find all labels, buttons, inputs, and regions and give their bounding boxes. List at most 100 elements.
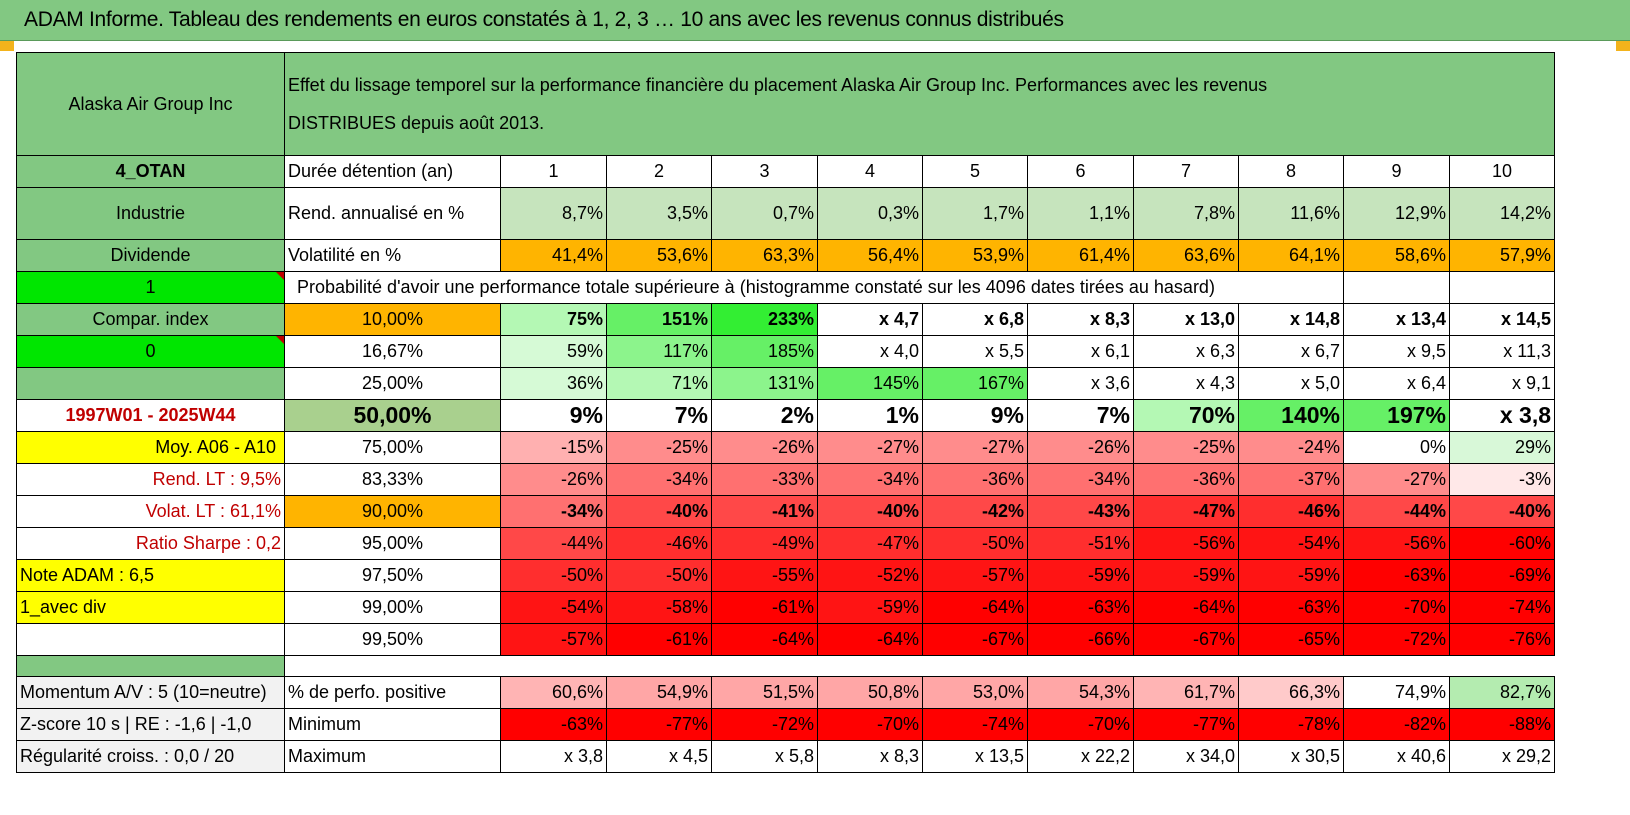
quantile-label: 99,50%: [284, 623, 501, 656]
quantile-value-cell: x 14,8: [1238, 303, 1344, 336]
quantile-value-cell: 59%: [500, 335, 607, 368]
volatility-cell: 53,6%: [606, 239, 712, 272]
quantile-value-cell: -27%: [817, 431, 923, 464]
year-header: 9: [1343, 155, 1450, 188]
quantile-value-cell: 71%: [606, 367, 712, 400]
quantile-value-cell: -40%: [606, 495, 712, 528]
minimum-cell: -70%: [1027, 708, 1134, 741]
annual-return-cell: 11,6%: [1238, 187, 1344, 240]
quantile-value-cell: -54%: [1238, 527, 1344, 560]
quantile-value-cell: -64%: [1133, 591, 1239, 624]
quantile-value-cell: x 3,6: [1027, 367, 1134, 400]
quantile-value-cell: x 4,7: [817, 303, 923, 336]
quantile-label: 10,00%: [284, 303, 501, 336]
quantile-value-cell: -47%: [1133, 495, 1239, 528]
quantile-value-cell: -27%: [1343, 463, 1450, 496]
quantile-label: 75,00%: [284, 431, 501, 464]
quantile-value-cell: x 6,1: [1027, 335, 1134, 368]
year-header: 1: [500, 155, 607, 188]
quantile-value-cell: 233%: [711, 303, 818, 336]
quantile-label: 95,00%: [284, 527, 501, 560]
minimum-cell: -77%: [606, 708, 712, 741]
corner-marker-left: [0, 41, 14, 51]
quantile-value-cell: -61%: [606, 623, 712, 656]
description-line-2: DISTRIBUES depuis août 2013.: [288, 113, 545, 133]
quantile-value-cell: -25%: [606, 431, 712, 464]
quantile-value-cell: -59%: [1133, 559, 1239, 592]
quantile-value-cell: -46%: [1238, 495, 1344, 528]
quantile-value-cell: -65%: [1238, 623, 1344, 656]
volatility-cell: 57,9%: [1449, 239, 1555, 272]
quantile-value-cell: 1%: [817, 399, 923, 432]
maximum-cell: x 29,2: [1449, 740, 1555, 773]
quantile-value-cell: x 4,3: [1133, 367, 1239, 400]
flag-cell-2: 0: [16, 335, 285, 368]
minimum-cell: -70%: [817, 708, 923, 741]
quantile-value-cell: -43%: [1027, 495, 1134, 528]
positive-percent-cell: 82,7%: [1449, 676, 1555, 709]
annual-return-cell: 8,7%: [500, 187, 607, 240]
quantile-value-cell: 131%: [711, 367, 818, 400]
empty-green-cell: [16, 367, 285, 400]
minimum-cell: -77%: [1133, 708, 1239, 741]
quantile-value-cell: -61%: [711, 591, 818, 624]
quantile-value-cell: -63%: [1343, 559, 1450, 592]
quantile-value-cell: 2%: [711, 399, 818, 432]
spacer-cell: [285, 656, 1555, 677]
quantile-value-cell: x 13,4: [1343, 303, 1450, 336]
probability-label: Probabilité d'avoir une performance tota…: [284, 271, 1344, 304]
volatility-cell: 41,4%: [500, 239, 607, 272]
returns-table: Alaska Air Group Inc Effet du lissage te…: [16, 52, 1555, 773]
annual-return-cell: 14,2%: [1449, 187, 1555, 240]
maximum-cell: x 22,2: [1027, 740, 1134, 773]
quantile-value-cell: x 6,8: [922, 303, 1028, 336]
quantile-value-cell: -25%: [1133, 431, 1239, 464]
quantile-value-cell: -41%: [711, 495, 818, 528]
quantile-value-cell: 75%: [500, 303, 607, 336]
quantile-value-cell: -33%: [711, 463, 818, 496]
quantile-value-cell: 70%: [1133, 399, 1239, 432]
quantile-value-cell: -50%: [500, 559, 607, 592]
quantile-value-cell: -57%: [922, 559, 1028, 592]
volatility-cell: 63,6%: [1133, 239, 1239, 272]
quantile-value-cell: 145%: [817, 367, 923, 400]
quantile-value-cell: x 3,8: [1449, 399, 1555, 432]
quantile-value-cell: -58%: [606, 591, 712, 624]
sharpe-ratio-label: Ratio Sharpe : 0,2: [16, 527, 285, 560]
quantile-label: 50,00%: [284, 399, 501, 432]
quantile-label: 99,00%: [284, 591, 501, 624]
long-term-volatility-label: Volat. LT : 61,1%: [16, 495, 285, 528]
regularity-label: Régularité croiss. : 0,0 / 20: [16, 740, 285, 773]
sector-label: Industrie: [16, 187, 285, 240]
quantile-value-cell: -34%: [1027, 463, 1134, 496]
quantile-value-cell: -36%: [1133, 463, 1239, 496]
quantile-value-cell: 167%: [922, 367, 1028, 400]
quantile-value-cell: -51%: [1027, 527, 1134, 560]
positive-percent-cell: 51,5%: [711, 676, 818, 709]
annual-return-cell: 3,5%: [606, 187, 712, 240]
year-header: 7: [1133, 155, 1239, 188]
positive-percent-cell: 54,3%: [1027, 676, 1134, 709]
quantile-value-cell: -59%: [1238, 559, 1344, 592]
quantile-label: 83,33%: [284, 463, 501, 496]
quantile-value-cell: -59%: [1027, 559, 1134, 592]
description-cell: Effet du lissage temporel sur la perform…: [284, 52, 1555, 156]
quantile-value-cell: x 9,5: [1343, 335, 1450, 368]
positive-percent-cell: 50,8%: [817, 676, 923, 709]
quantile-value-cell: -42%: [922, 495, 1028, 528]
quantile-value-cell: -55%: [711, 559, 818, 592]
minimum-cell: -63%: [500, 708, 607, 741]
spacer-green-cell: [16, 655, 285, 677]
quantile-value-cell: 29%: [1449, 431, 1555, 464]
corner-marker-right: [1616, 41, 1630, 51]
quantile-value-cell: -57%: [500, 623, 607, 656]
year-header: 2: [606, 155, 712, 188]
minimum-cell: -78%: [1238, 708, 1344, 741]
quantile-value-cell: -76%: [1449, 623, 1555, 656]
quantile-value-cell: 9%: [500, 399, 607, 432]
volatility-label: Volatilité en %: [284, 239, 501, 272]
quantile-value-cell: -37%: [1238, 463, 1344, 496]
quantile-value-cell: x 14,5: [1449, 303, 1555, 336]
compar-index-label: Compar. index: [16, 303, 285, 336]
quantile-label: 25,00%: [284, 367, 501, 400]
